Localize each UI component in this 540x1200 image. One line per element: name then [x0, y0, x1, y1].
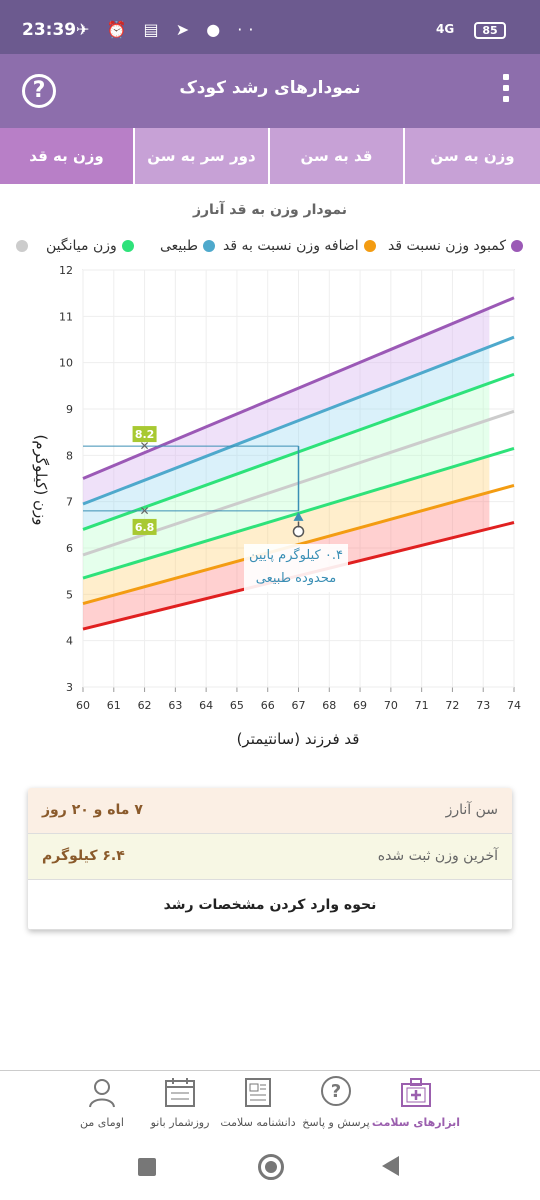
more-menu-icon[interactable] — [496, 74, 516, 110]
x-tick-label: 63 — [168, 699, 182, 712]
band-area — [83, 346, 490, 530]
tab-weight-for-height[interactable]: وزن به قد — [0, 128, 135, 184]
user-icon — [89, 1079, 115, 1108]
recents-icon[interactable] — [138, 1158, 156, 1176]
nav-my-uma[interactable]: اومای من — [54, 1075, 150, 1129]
status-icons: ✈ ⏰ ▤ ➤ ● ·· — [76, 20, 260, 39]
chart-grid — [82, 269, 515, 692]
marker-x-icon: ✕ — [140, 504, 150, 518]
y-tick-label: 3 — [66, 681, 73, 694]
calendar-icon — [165, 1078, 195, 1107]
x-tick-label: 70 — [384, 699, 398, 712]
back-icon[interactable] — [382, 1156, 399, 1176]
series-line — [82, 335, 515, 506]
legend-item-underweight[interactable]: کمبود وزن نسبت قد — [388, 238, 524, 254]
page-title: نمودارهای رشد کودک — [179, 78, 361, 98]
x-tick-label: 71 — [415, 699, 429, 712]
legend-dot-icon — [121, 240, 134, 252]
y-tick-label: 10 — [59, 357, 73, 370]
series-line — [82, 296, 515, 480]
y-tick-label: 6 — [66, 542, 73, 555]
chart-legend: کمبود وزن نسبت قد اضافه وزن نسبت به قد ط… — [8, 238, 532, 262]
status-bar: 23:39 ✈ ⏰ ▤ ➤ ● ·· 4G 85 — [0, 0, 540, 54]
marker-label: 6.8 — [135, 521, 155, 534]
chart-tabs: وزن به قد دور سر به سن قد به سن وزن به س… — [0, 128, 540, 184]
annotation-box — [244, 544, 348, 592]
legend-item-extra[interactable] — [11, 238, 28, 254]
tab-height-for-age[interactable]: قد به سن — [270, 128, 405, 184]
x-tick-label: 61 — [107, 699, 121, 712]
legend-item-normal[interactable]: طبیعی — [160, 238, 216, 254]
x-tick-label: 68 — [322, 699, 336, 712]
nav-health-tools[interactable]: ابزارهای سلامت — [368, 1075, 464, 1129]
marker-x-icon: ✕ — [140, 439, 150, 453]
y-tick-label: 7 — [66, 496, 73, 509]
svg-text:?: ? — [331, 1081, 341, 1102]
bottom-nav: اومای من روزشمار بانو دانشنامه سلامت ? پ… — [0, 1070, 540, 1136]
home-icon[interactable] — [258, 1154, 284, 1180]
growth-chart[interactable]: 60 61 62 63 64 65 66 67 68 69 70 71 72 73 743456789101… — [0, 262, 540, 762]
question-icon: ? — [321, 1076, 351, 1106]
age-value: ۷ ماه و ۲۰ روز — [42, 802, 143, 818]
marker-badge — [132, 426, 157, 443]
nav-qa[interactable]: ? پرسش و پاسخ — [288, 1075, 384, 1129]
marker-badge — [132, 518, 157, 535]
x-tick-label: 74 — [507, 699, 521, 712]
x-tick-label: 69 — [353, 699, 367, 712]
newspaper-icon — [245, 1078, 271, 1107]
x-tick-label: 73 — [476, 699, 490, 712]
tab-head-for-age[interactable]: دور سر به سن — [135, 128, 270, 184]
legend-dot-icon — [16, 240, 28, 252]
y-tick-label: 9 — [66, 403, 73, 416]
x-tick-label: 62 — [138, 699, 152, 712]
legend-dot-icon — [203, 240, 216, 252]
x-tick-label: 72 — [445, 699, 459, 712]
age-row: سن آنارز ۷ ماه و ۲۰ روز — [28, 788, 512, 834]
age-label: سن آنارز — [445, 802, 498, 818]
help-icon[interactable]: ? — [22, 74, 56, 108]
marker-label: 8.2 — [135, 428, 155, 441]
y-tick-label: 11 — [59, 310, 73, 323]
medkit-icon — [401, 1078, 431, 1107]
weight-row: آخرین وزن ثبت شده ۶.۴ کیلوگرم — [28, 834, 512, 880]
howto-button[interactable]: نحوه وارد کردن مشخصات رشد — [28, 880, 512, 930]
app-bar: ? نمودارهای رشد کودک — [0, 54, 540, 128]
band-area — [83, 419, 490, 579]
growth-info-card: سن آنارز ۷ ماه و ۲۰ روز آخرین وزن ثبت شد… — [28, 788, 512, 930]
x-tick-label: 65 — [230, 699, 244, 712]
weight-value: ۶.۴ کیلوگرم — [42, 848, 125, 864]
legend-item-overweight[interactable]: اضافه وزن نسبت به قد — [223, 238, 376, 254]
x-tick-label: 60 — [76, 699, 90, 712]
weight-label: آخرین وزن ثبت شده — [377, 848, 498, 864]
legend-dot-icon — [511, 240, 524, 252]
y-tick-label: 4 — [66, 635, 73, 648]
band-area — [83, 455, 490, 604]
band-area — [83, 308, 490, 504]
arrow-icon — [293, 511, 304, 521]
chart-ticks: 60 61 62 63 64 65 66 67 68 69 70 71 72 73 743456789101… — [59, 264, 521, 712]
y-tick-label: 5 — [66, 588, 73, 601]
status-time: 23:39 — [22, 20, 77, 40]
nav-encyclopedia[interactable]: دانشنامه سلامت — [210, 1075, 306, 1129]
network-indicator: 4G — [436, 22, 455, 36]
y-axis-label: وزن (کیلوگرم) — [32, 434, 50, 525]
chart-title: نمودار وزن به قد آنارز — [192, 202, 348, 218]
band-area — [83, 383, 490, 555]
x-axis-label: قد فرزند (سانتیمتر) — [237, 730, 360, 748]
child-point — [292, 525, 305, 538]
battery-icon: 85 — [474, 22, 506, 39]
x-tick-label: 64 — [199, 699, 213, 712]
x-tick-label: 66 — [261, 699, 275, 712]
annotation-text: ۰.۴ کیلوگرم پایین — [249, 547, 343, 563]
legend-item-average[interactable]: وزن میانگین — [46, 238, 134, 254]
tab-weight-for-age[interactable]: وزن به سن — [405, 128, 540, 184]
y-tick-label: 8 — [66, 449, 73, 462]
system-nav — [0, 1136, 540, 1200]
nav-calendar[interactable]: روزشمار بانو — [132, 1075, 228, 1129]
legend-dot-icon — [363, 240, 376, 252]
x-tick-label: 67 — [292, 699, 306, 712]
annotation-text: محدوده طبیعی — [256, 571, 337, 586]
y-tick-label: 12 — [59, 264, 73, 277]
